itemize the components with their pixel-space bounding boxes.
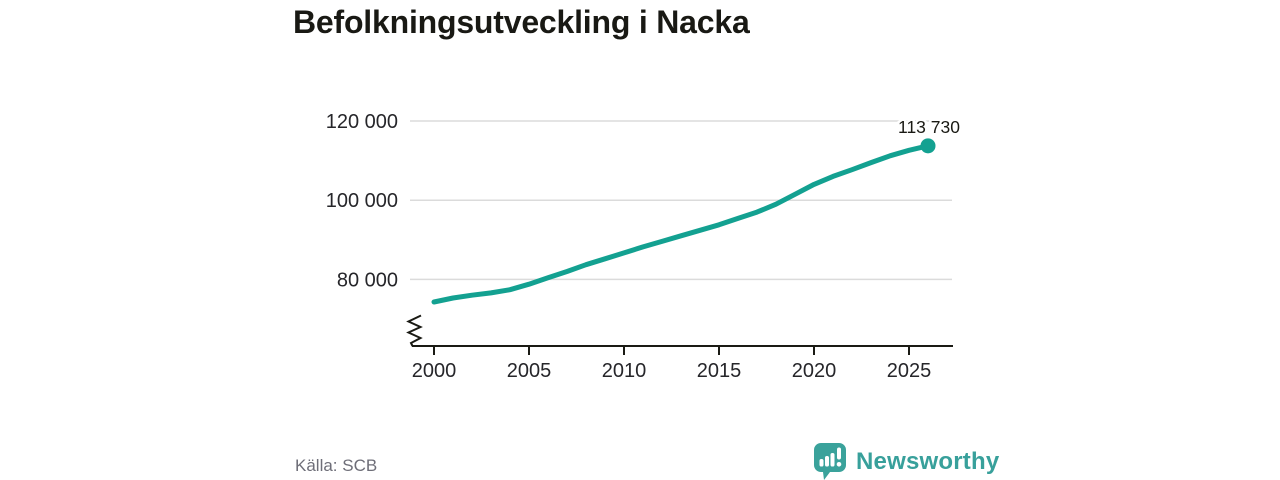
x-tick-label: 2010 [602, 360, 647, 382]
newsworthy-logo[interactable]: Newsworthy [814, 443, 999, 480]
y-tick-label: 80 000 [337, 269, 398, 291]
bar-small [819, 459, 824, 467]
exclamation-bar [837, 447, 841, 460]
bar-tall [830, 453, 835, 467]
newsworthy-wordmark: Newsworthy [856, 448, 1000, 475]
axis-break-zigzag [406, 314, 423, 347]
x-tick-label: 2025 [887, 360, 932, 382]
x-tick-label: 2005 [507, 360, 552, 382]
end-value-label: 113 730 [898, 117, 960, 137]
y-tick-label: 100 000 [326, 190, 398, 212]
x-tick-label: 2015 [697, 360, 742, 382]
exclamation-dot [836, 462, 842, 467]
population-line [431, 143, 931, 305]
bubble-shape [814, 443, 846, 480]
source-label: Källa: SCB [295, 456, 378, 475]
y-tick-label: 120 000 [326, 111, 398, 133]
newsworthy-speech-bubble-icon [814, 443, 846, 480]
bar-medium [825, 456, 829, 467]
end-point-marker [920, 138, 936, 154]
x-tick-label: 2020 [792, 360, 837, 382]
x-tick-label: 2000 [412, 360, 457, 382]
chart-title: Befolkningsutveckling i Nacka [293, 4, 750, 40]
